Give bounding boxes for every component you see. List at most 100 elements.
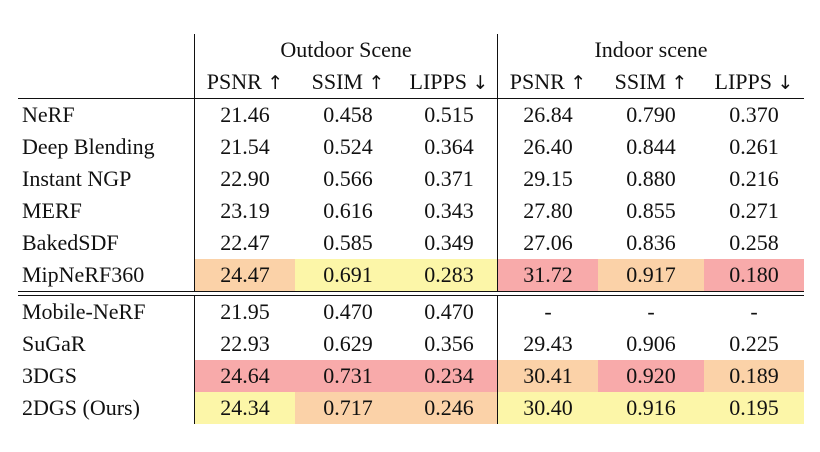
table-row: MipNeRF360 24.47 0.691 0.283 31.72 0.917 0.180 [18,259,804,292]
metric-label: PSNR [206,69,262,94]
value-cell: 0.880 [626,166,676,191]
down-arrow-icon: ↓ [472,72,489,94]
value-cell: 0.717 [295,392,401,424]
value-cell: 0.836 [626,230,676,255]
table-row: Instant NGP 22.90 0.566 0.371 29.15 0.880 0.21… [18,163,804,195]
value-cell: 0.343 [401,195,498,227]
up-arrow-icon: ↑ [671,72,688,94]
table-row: MERF 23.19 0.616 0.343 27.80 0.855 0.271 [18,195,804,227]
table-row: SuGaR 22.93 0.629 0.356 29.43 0.906 0.225 [18,328,804,360]
metric-label: LIPPS [409,69,468,94]
value-cell: 22.90 [220,166,270,191]
value-cell: 0.258 [729,230,779,255]
value-cell: 0.916 [598,392,704,424]
value-cell: 0.515 [401,98,498,131]
group-header-row: Outdoor Scene Indoor scene [18,34,804,66]
up-arrow-icon: ↑ [267,72,284,94]
value-cell: 0.189 [704,360,804,392]
value-cell: 0.691 [295,259,401,292]
value-cell: 0.225 [729,331,779,356]
value-cell: 24.64 [194,360,295,392]
value-cell: 26.40 [523,134,573,159]
value-cell: 21.95 [194,295,295,328]
value-cell: 0.371 [401,163,498,195]
metric-header: SSIM ↑ [598,66,704,99]
value-cell: 0.920 [598,360,704,392]
method-name-cell: Deep Blending [18,131,195,163]
table-row: 3DGS 24.64 0.731 0.234 30.41 0.920 0.189 [18,360,804,392]
value-cell: 24.34 [194,392,295,424]
value-cell: 0.524 [323,134,373,159]
value-cell: 0.917 [598,259,704,292]
method-name-cell: MERF [18,195,195,227]
value-cell: 0.356 [401,328,498,360]
method-name-cell: NeRF [18,98,195,131]
value-cell: 0.731 [295,360,401,392]
value-cell: 22.93 [220,331,270,356]
corner-cell [18,34,195,66]
metric-label: LIPPS [714,69,773,94]
value-cell: 0.470 [295,295,401,328]
value-cell: 22.47 [220,230,270,255]
table-row: Deep Blending 21.54 0.524 0.364 26.40 0.844 0.… [18,131,804,163]
value-cell: 0.566 [323,166,373,191]
value-cell: - [497,295,598,328]
results-table: Outdoor Scene Indoor scene PSNR ↑ SSIM ↑… [18,34,804,424]
value-cell: 0.585 [323,230,373,255]
value-cell: 21.54 [220,134,270,159]
value-cell: 29.15 [523,166,573,191]
metric-header: LIPPS ↓ [401,66,498,99]
value-cell: 0.271 [729,198,779,223]
value-cell: 0.246 [401,392,498,424]
value-cell: 27.06 [523,230,573,255]
metric-label: SSIM [614,69,666,94]
value-cell: 0.629 [323,331,373,356]
method-name-cell: Mobile-NeRF [18,295,195,328]
metric-header: PSNR ↑ [194,66,295,99]
value-cell: 0.616 [323,198,373,223]
value-cell: 0.470 [401,295,498,328]
results-body: NeRF 21.46 0.458 0.515 26.84 0.790 0.370 Deep B… [18,98,804,424]
method-name-cell: Instant NGP [18,163,195,195]
value-cell: 0.195 [704,392,804,424]
value-cell: - [704,295,804,328]
value-cell: 0.180 [704,259,804,292]
value-cell: 0.458 [323,102,373,127]
value-cell: 24.47 [194,259,295,292]
value-cell: 0.790 [626,102,676,127]
value-cell: 0.283 [401,259,498,292]
value-cell: 30.40 [497,392,598,424]
up-arrow-icon: ↑ [570,72,587,94]
table-row: Mobile-NeRF 21.95 0.470 0.470- - - [18,295,804,328]
method-name-cell: 2DGS (Ours) [18,392,195,424]
down-arrow-icon: ↓ [777,72,794,94]
table-row: NeRF 21.46 0.458 0.515 26.84 0.790 0.370 [18,98,804,131]
value-cell: 0.855 [626,198,676,223]
metric-header-row: PSNR ↑ SSIM ↑ LIPPS ↓ PSNR ↑ SSIM ↑ LIPP… [18,66,804,99]
value-cell: 0.234 [401,360,498,392]
value-cell: 29.43 [523,331,573,356]
method-name-cell: BakedSDF [18,227,195,259]
value-cell: 23.19 [220,198,270,223]
method-name-cell: MipNeRF360 [18,259,195,292]
group-header-outdoor: Outdoor Scene [194,34,498,66]
table-row: BakedSDF 22.47 0.585 0.349 27.06 0.836 0.258 [18,227,804,259]
value-cell: 0.844 [626,134,676,159]
value-cell: 31.72 [497,259,598,292]
value-cell: 0.216 [729,166,779,191]
metric-header: SSIM ↑ [295,66,401,99]
table-row: 2DGS (Ours) 24.34 0.717 0.246 30.40 0.916 0.19… [18,392,804,424]
value-cell: - [598,295,704,328]
corner-cell-2 [18,66,195,99]
up-arrow-icon: ↑ [368,72,385,94]
metric-header: LIPPS ↓ [704,66,804,99]
value-cell: 0.370 [729,102,779,127]
value-cell: 0.261 [729,134,779,159]
value-cell: 0.364 [401,131,498,163]
value-cell: 27.80 [523,198,573,223]
method-name-cell: SuGaR [18,328,195,360]
value-cell: 0.906 [626,331,676,356]
value-cell: 0.349 [401,227,498,259]
value-cell: 26.84 [523,102,573,127]
metric-label: PSNR [509,69,565,94]
